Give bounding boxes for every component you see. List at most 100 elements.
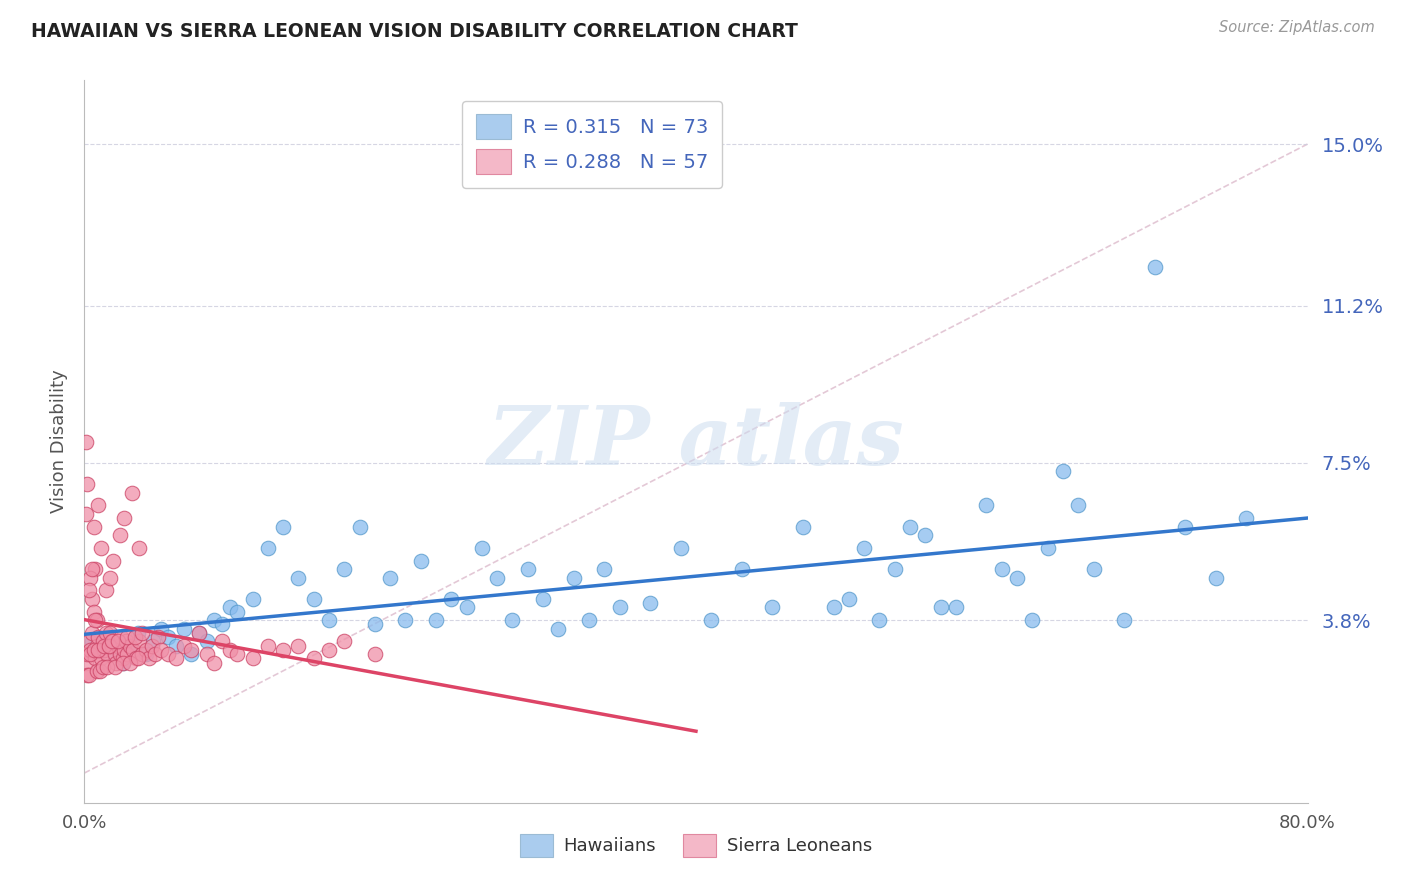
Point (976, 498, 998, 512)
Point (89, 642, 111, 657)
Point (114, 634, 136, 648)
Point (188, 625, 211, 640)
Point (218, 642, 240, 657)
Point (83, 642, 105, 657)
Point (104, 647, 127, 661)
Point (242, 651, 264, 665)
Point (76, 477, 98, 491)
Point (593, 562, 616, 576)
Point (364, 617, 387, 632)
Point (149, 642, 172, 657)
Point (111, 656, 134, 670)
Point (141, 639, 163, 653)
Point (89, 664, 111, 678)
Point (96, 630, 118, 644)
Point (97, 639, 120, 653)
Point (898, 519, 921, 533)
Point (257, 639, 280, 653)
Point (107, 639, 129, 653)
Point (101, 634, 124, 648)
Point (97, 639, 120, 653)
Point (180, 647, 202, 661)
Point (1067, 498, 1090, 512)
Point (112, 642, 135, 657)
Point (79, 570, 101, 584)
Point (77, 634, 100, 648)
Point (165, 651, 187, 665)
Point (609, 600, 631, 615)
Point (125, 651, 148, 665)
Point (271, 642, 294, 657)
Point (84, 651, 107, 665)
Point (146, 630, 169, 644)
Point (101, 639, 124, 653)
Point (87, 498, 110, 512)
Point (120, 639, 142, 653)
Point (94, 583, 117, 598)
Point (76, 647, 98, 661)
Text: Source: ZipAtlas.com: Source: ZipAtlas.com (1219, 20, 1375, 35)
Point (98, 570, 121, 584)
Point (75, 656, 97, 670)
Point (84, 613, 107, 627)
Point (111, 651, 134, 665)
Point (883, 562, 905, 576)
Point (547, 622, 569, 636)
Point (110, 630, 132, 644)
Point (1114, 613, 1136, 627)
Point (364, 647, 387, 661)
Point (90, 651, 112, 665)
Point (103, 553, 125, 567)
Y-axis label: Vision Disability: Vision Disability (49, 369, 67, 514)
Point (128, 541, 150, 555)
Point (1052, 464, 1074, 478)
Point (1143, 260, 1166, 275)
Point (333, 562, 356, 576)
Point (128, 634, 150, 648)
Point (94, 625, 117, 640)
Point (914, 528, 936, 542)
Point (531, 591, 554, 606)
Point (135, 642, 157, 657)
Point (380, 570, 402, 584)
Point (77, 583, 100, 598)
Point (173, 622, 195, 636)
Point (838, 591, 860, 606)
Point (211, 617, 233, 632)
Point (105, 656, 128, 670)
Point (121, 485, 143, 500)
Point (75, 507, 97, 521)
Legend: Hawaiians, Sierra Leoneans: Hawaiians, Sierra Leoneans (512, 825, 880, 866)
Point (731, 562, 754, 576)
Point (108, 528, 131, 542)
Point (112, 511, 135, 525)
Point (115, 647, 138, 661)
Point (135, 647, 157, 661)
Point (83, 519, 105, 533)
Point (945, 600, 967, 615)
Point (287, 639, 309, 653)
Point (302, 651, 325, 665)
Point (502, 613, 524, 627)
Point (700, 613, 723, 627)
Point (103, 634, 125, 648)
Point (120, 639, 142, 653)
Point (86, 664, 108, 678)
Point (669, 541, 692, 555)
Point (80, 625, 103, 640)
Point (98, 625, 121, 640)
Point (456, 600, 478, 615)
Point (96, 660, 118, 674)
Point (853, 541, 876, 555)
Point (823, 600, 845, 615)
Point (202, 613, 225, 627)
Point (104, 660, 127, 674)
Point (761, 600, 783, 615)
Point (792, 519, 814, 533)
Point (165, 639, 187, 653)
Point (138, 651, 160, 665)
Point (104, 647, 127, 661)
Point (107, 634, 129, 648)
Point (242, 591, 264, 606)
Point (87, 630, 110, 644)
